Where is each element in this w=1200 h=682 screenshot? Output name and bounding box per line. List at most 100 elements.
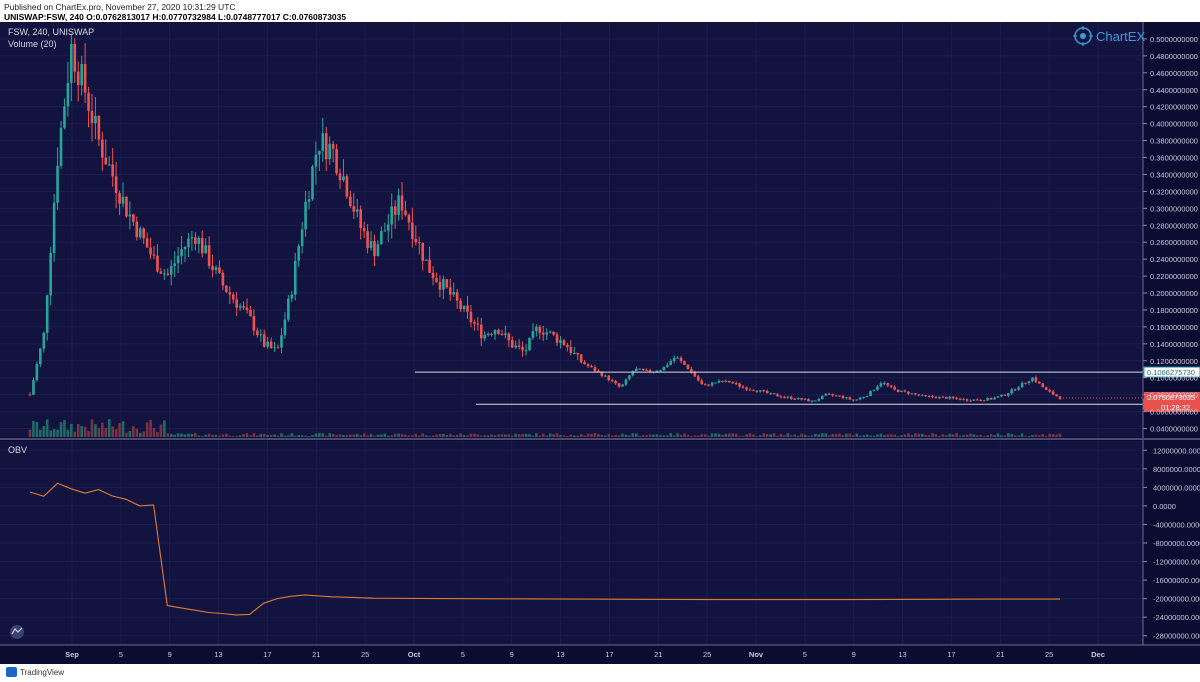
volume-bar bbox=[790, 435, 793, 437]
volume-bar bbox=[676, 433, 679, 437]
volume-bar bbox=[1038, 435, 1041, 437]
candle-body bbox=[624, 379, 628, 385]
candle-body bbox=[376, 244, 380, 257]
volume-bar bbox=[135, 428, 139, 437]
candle-body bbox=[183, 246, 187, 250]
candle-body bbox=[242, 306, 245, 308]
volume-bar bbox=[1044, 435, 1048, 437]
volume-bar bbox=[421, 433, 425, 437]
candle-body bbox=[66, 83, 70, 107]
volume-bar bbox=[225, 433, 228, 437]
price-tick-label: 0.0800000000 bbox=[1150, 391, 1198, 400]
obv-tick-label: -28000000.0000 bbox=[1153, 632, 1200, 641]
candle-body bbox=[276, 347, 280, 349]
price-tick-label: 0.3600000000 bbox=[1150, 154, 1198, 163]
volume-bar bbox=[417, 435, 421, 437]
candle-body bbox=[90, 110, 94, 124]
candle-body bbox=[855, 399, 859, 401]
chart-area[interactable]: 0.10662757300.06874135990.076087303501:2… bbox=[0, 22, 1200, 664]
candle-body bbox=[283, 319, 287, 336]
candle-body bbox=[383, 230, 387, 232]
volume-bar bbox=[628, 435, 631, 437]
price-tick-label: 0.2400000000 bbox=[1150, 255, 1198, 264]
candle-body bbox=[314, 154, 318, 167]
candle-body bbox=[1027, 381, 1031, 383]
candle-body bbox=[727, 380, 731, 383]
candle-body bbox=[517, 345, 521, 347]
volume-bar bbox=[462, 435, 466, 437]
candle-body bbox=[138, 228, 142, 238]
volume-bar bbox=[934, 434, 938, 437]
candle-body bbox=[452, 292, 456, 295]
price-tick-label: 0.2600000000 bbox=[1150, 238, 1198, 247]
time-tick-label: Nov bbox=[749, 650, 764, 659]
candle-body bbox=[617, 383, 621, 387]
candle-body bbox=[462, 305, 466, 310]
candle-body bbox=[755, 390, 759, 392]
candle-body bbox=[559, 340, 562, 343]
volume-bar bbox=[428, 435, 431, 437]
candle-body bbox=[814, 400, 817, 402]
candle-body bbox=[445, 279, 449, 288]
candle-body bbox=[500, 333, 504, 336]
time-tick-label: 21 bbox=[996, 650, 1004, 659]
candle-body bbox=[1024, 382, 1027, 384]
candle-body bbox=[245, 307, 249, 310]
volume-bar bbox=[397, 433, 400, 437]
candle-body bbox=[369, 240, 373, 248]
candle-body bbox=[841, 395, 845, 399]
volume-bar bbox=[183, 434, 187, 437]
candle-body bbox=[490, 333, 493, 335]
volume-bar bbox=[796, 435, 800, 437]
price-tick-label: 0.3000000000 bbox=[1150, 204, 1198, 213]
candle-body bbox=[473, 322, 476, 324]
volume-bar bbox=[621, 433, 624, 437]
volume-bar bbox=[821, 433, 824, 437]
candle-body bbox=[152, 254, 156, 256]
volume-bar bbox=[280, 433, 283, 437]
volume-bar bbox=[989, 434, 993, 437]
volume-bar bbox=[803, 434, 807, 437]
volume-bar bbox=[359, 435, 363, 437]
candle-body bbox=[35, 364, 39, 381]
time-tick-label: 17 bbox=[605, 650, 613, 659]
candle-body bbox=[845, 397, 848, 399]
price-tick-label: 0.1200000000 bbox=[1150, 357, 1198, 366]
volume-bar bbox=[149, 419, 152, 437]
candle-body bbox=[338, 173, 342, 181]
volume-bar bbox=[1041, 433, 1045, 437]
volume-bar bbox=[521, 433, 524, 437]
candle-body bbox=[834, 395, 838, 397]
volume-bar bbox=[993, 434, 996, 437]
candle-body bbox=[586, 364, 590, 367]
chart-svg[interactable]: 0.10662757300.06874135990.076087303501:2… bbox=[0, 22, 1200, 664]
candle-body bbox=[662, 366, 666, 371]
volume-bar bbox=[552, 434, 555, 437]
volume-bar bbox=[176, 433, 180, 437]
price-tick-label: 0.4000000000 bbox=[1150, 120, 1198, 129]
time-tick-label: Oct bbox=[408, 650, 421, 659]
candle-body bbox=[142, 228, 145, 239]
volume-layer bbox=[28, 419, 1062, 437]
volume-bar bbox=[90, 419, 94, 437]
candle-body bbox=[1031, 377, 1034, 382]
volume-bar bbox=[273, 434, 276, 437]
volume-bar bbox=[700, 434, 704, 437]
pane-settings-icon[interactable] bbox=[10, 625, 24, 639]
volume-bar bbox=[514, 433, 518, 437]
volume-bar bbox=[466, 435, 469, 437]
candle-body bbox=[917, 394, 921, 396]
volume-bar bbox=[727, 433, 731, 437]
candle-body bbox=[366, 231, 369, 248]
candle-body bbox=[700, 380, 704, 385]
volume-bar bbox=[659, 435, 662, 437]
volume-bar bbox=[83, 426, 87, 437]
candle-body bbox=[328, 143, 331, 160]
volume-bar bbox=[445, 435, 449, 437]
candle-body bbox=[163, 273, 166, 275]
candle-body bbox=[690, 369, 693, 372]
volume-bar bbox=[669, 433, 673, 437]
price-pane[interactable] bbox=[0, 22, 1143, 437]
volume-bar bbox=[772, 433, 776, 437]
tradingview-brand[interactable]: TradingView bbox=[6, 667, 64, 677]
